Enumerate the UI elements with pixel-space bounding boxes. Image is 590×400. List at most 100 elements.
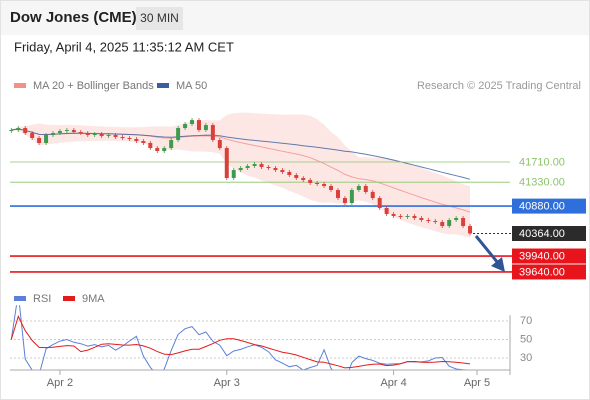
candle — [398, 215, 403, 217]
candle — [217, 140, 222, 149]
x-tick-label: Apr 5 — [464, 377, 490, 389]
legend-swatch — [14, 83, 26, 88]
candle — [190, 120, 195, 125]
candle — [120, 137, 125, 139]
level-label-box — [512, 264, 586, 280]
candle — [238, 168, 243, 171]
candle — [92, 134, 97, 136]
level-label: 40364.00 — [519, 228, 565, 240]
candle — [16, 128, 21, 131]
y-tick-label: 30 — [520, 352, 532, 364]
candle — [377, 198, 382, 209]
candle — [252, 164, 257, 166]
y-tick-label: 70 — [520, 315, 532, 327]
candle — [141, 141, 146, 143]
candle — [210, 125, 215, 141]
candle — [433, 220, 438, 222]
candle — [335, 190, 340, 199]
y-tick-label: 50 — [520, 333, 532, 345]
candle — [440, 221, 445, 227]
candle — [134, 139, 139, 142]
x-tick-label: Apr 3 — [214, 377, 240, 389]
rsi-line — [10, 305, 471, 370]
candle — [78, 132, 83, 134]
candle — [37, 138, 42, 143]
level-label-box — [512, 248, 586, 264]
level-label-box — [512, 198, 586, 214]
candle — [176, 128, 181, 141]
candle — [30, 133, 35, 139]
candle — [315, 182, 320, 185]
legend-swatch — [157, 83, 169, 88]
candle — [196, 120, 201, 131]
candle — [44, 135, 49, 143]
candle — [461, 217, 466, 227]
candle — [57, 131, 62, 134]
candle — [203, 125, 208, 131]
candle — [280, 170, 285, 172]
candle — [308, 180, 313, 183]
candle — [266, 167, 271, 169]
legend-label: MA 20 + Bollinger Bands — [33, 80, 154, 92]
datetime: Friday, April 4, 2025 11:35:12 AM CET — [14, 39, 234, 54]
candle — [322, 184, 327, 187]
legend-label: RSI — [33, 293, 51, 305]
candle — [155, 148, 160, 152]
legend-label: MA 50 — [176, 80, 207, 92]
candle — [9, 130, 14, 132]
candle — [162, 148, 167, 152]
candle — [329, 186, 334, 191]
candle — [245, 165, 250, 169]
legend-swatch — [14, 296, 26, 301]
forecast-arrow — [474, 235, 505, 272]
legend-label: 9MA — [82, 293, 105, 305]
level-label: 39640.00 — [519, 266, 565, 278]
candle — [23, 128, 28, 134]
candle — [113, 135, 118, 138]
candle — [231, 170, 236, 178]
candle — [99, 134, 104, 137]
candle — [294, 175, 299, 178]
candle — [183, 124, 188, 129]
candle — [405, 215, 410, 217]
arrow-shaft — [474, 235, 500, 264]
level-label: 39940.00 — [519, 250, 565, 262]
candle — [419, 217, 424, 221]
level-label: 40880.00 — [519, 201, 565, 213]
candle — [273, 168, 278, 171]
level-label: 41710.00 — [519, 156, 565, 168]
credit: Research © 2025 Trading Central — [417, 80, 581, 92]
candle — [370, 191, 375, 199]
candle — [51, 133, 56, 136]
timeframe: 30 MIN — [140, 11, 179, 25]
rsi-ma-line — [10, 315, 471, 369]
candle — [468, 226, 473, 234]
candle — [85, 133, 90, 136]
candle — [363, 186, 368, 192]
candle — [71, 130, 76, 133]
candle — [412, 215, 417, 218]
timeframe-badge — [136, 7, 183, 30]
x-tick-label: Apr 4 — [380, 377, 406, 389]
candle — [391, 214, 396, 216]
candle — [356, 186, 361, 191]
candle — [287, 171, 292, 176]
candle — [447, 220, 452, 227]
candle — [259, 164, 264, 168]
candle — [301, 177, 306, 181]
title: Dow Jones (CME) — [10, 9, 137, 26]
level-label-box — [512, 226, 586, 242]
legend-swatch — [63, 296, 75, 301]
candle — [106, 135, 111, 137]
candle — [454, 217, 459, 221]
candle — [342, 198, 347, 204]
candle — [349, 190, 354, 204]
header-bar — [0, 0, 590, 35]
candle — [169, 140, 174, 149]
arrow-head — [491, 257, 505, 272]
candle — [64, 130, 69, 132]
x-tick-label: Apr 2 — [47, 377, 73, 389]
candle — [148, 142, 153, 149]
bollinger-band — [11, 112, 471, 238]
